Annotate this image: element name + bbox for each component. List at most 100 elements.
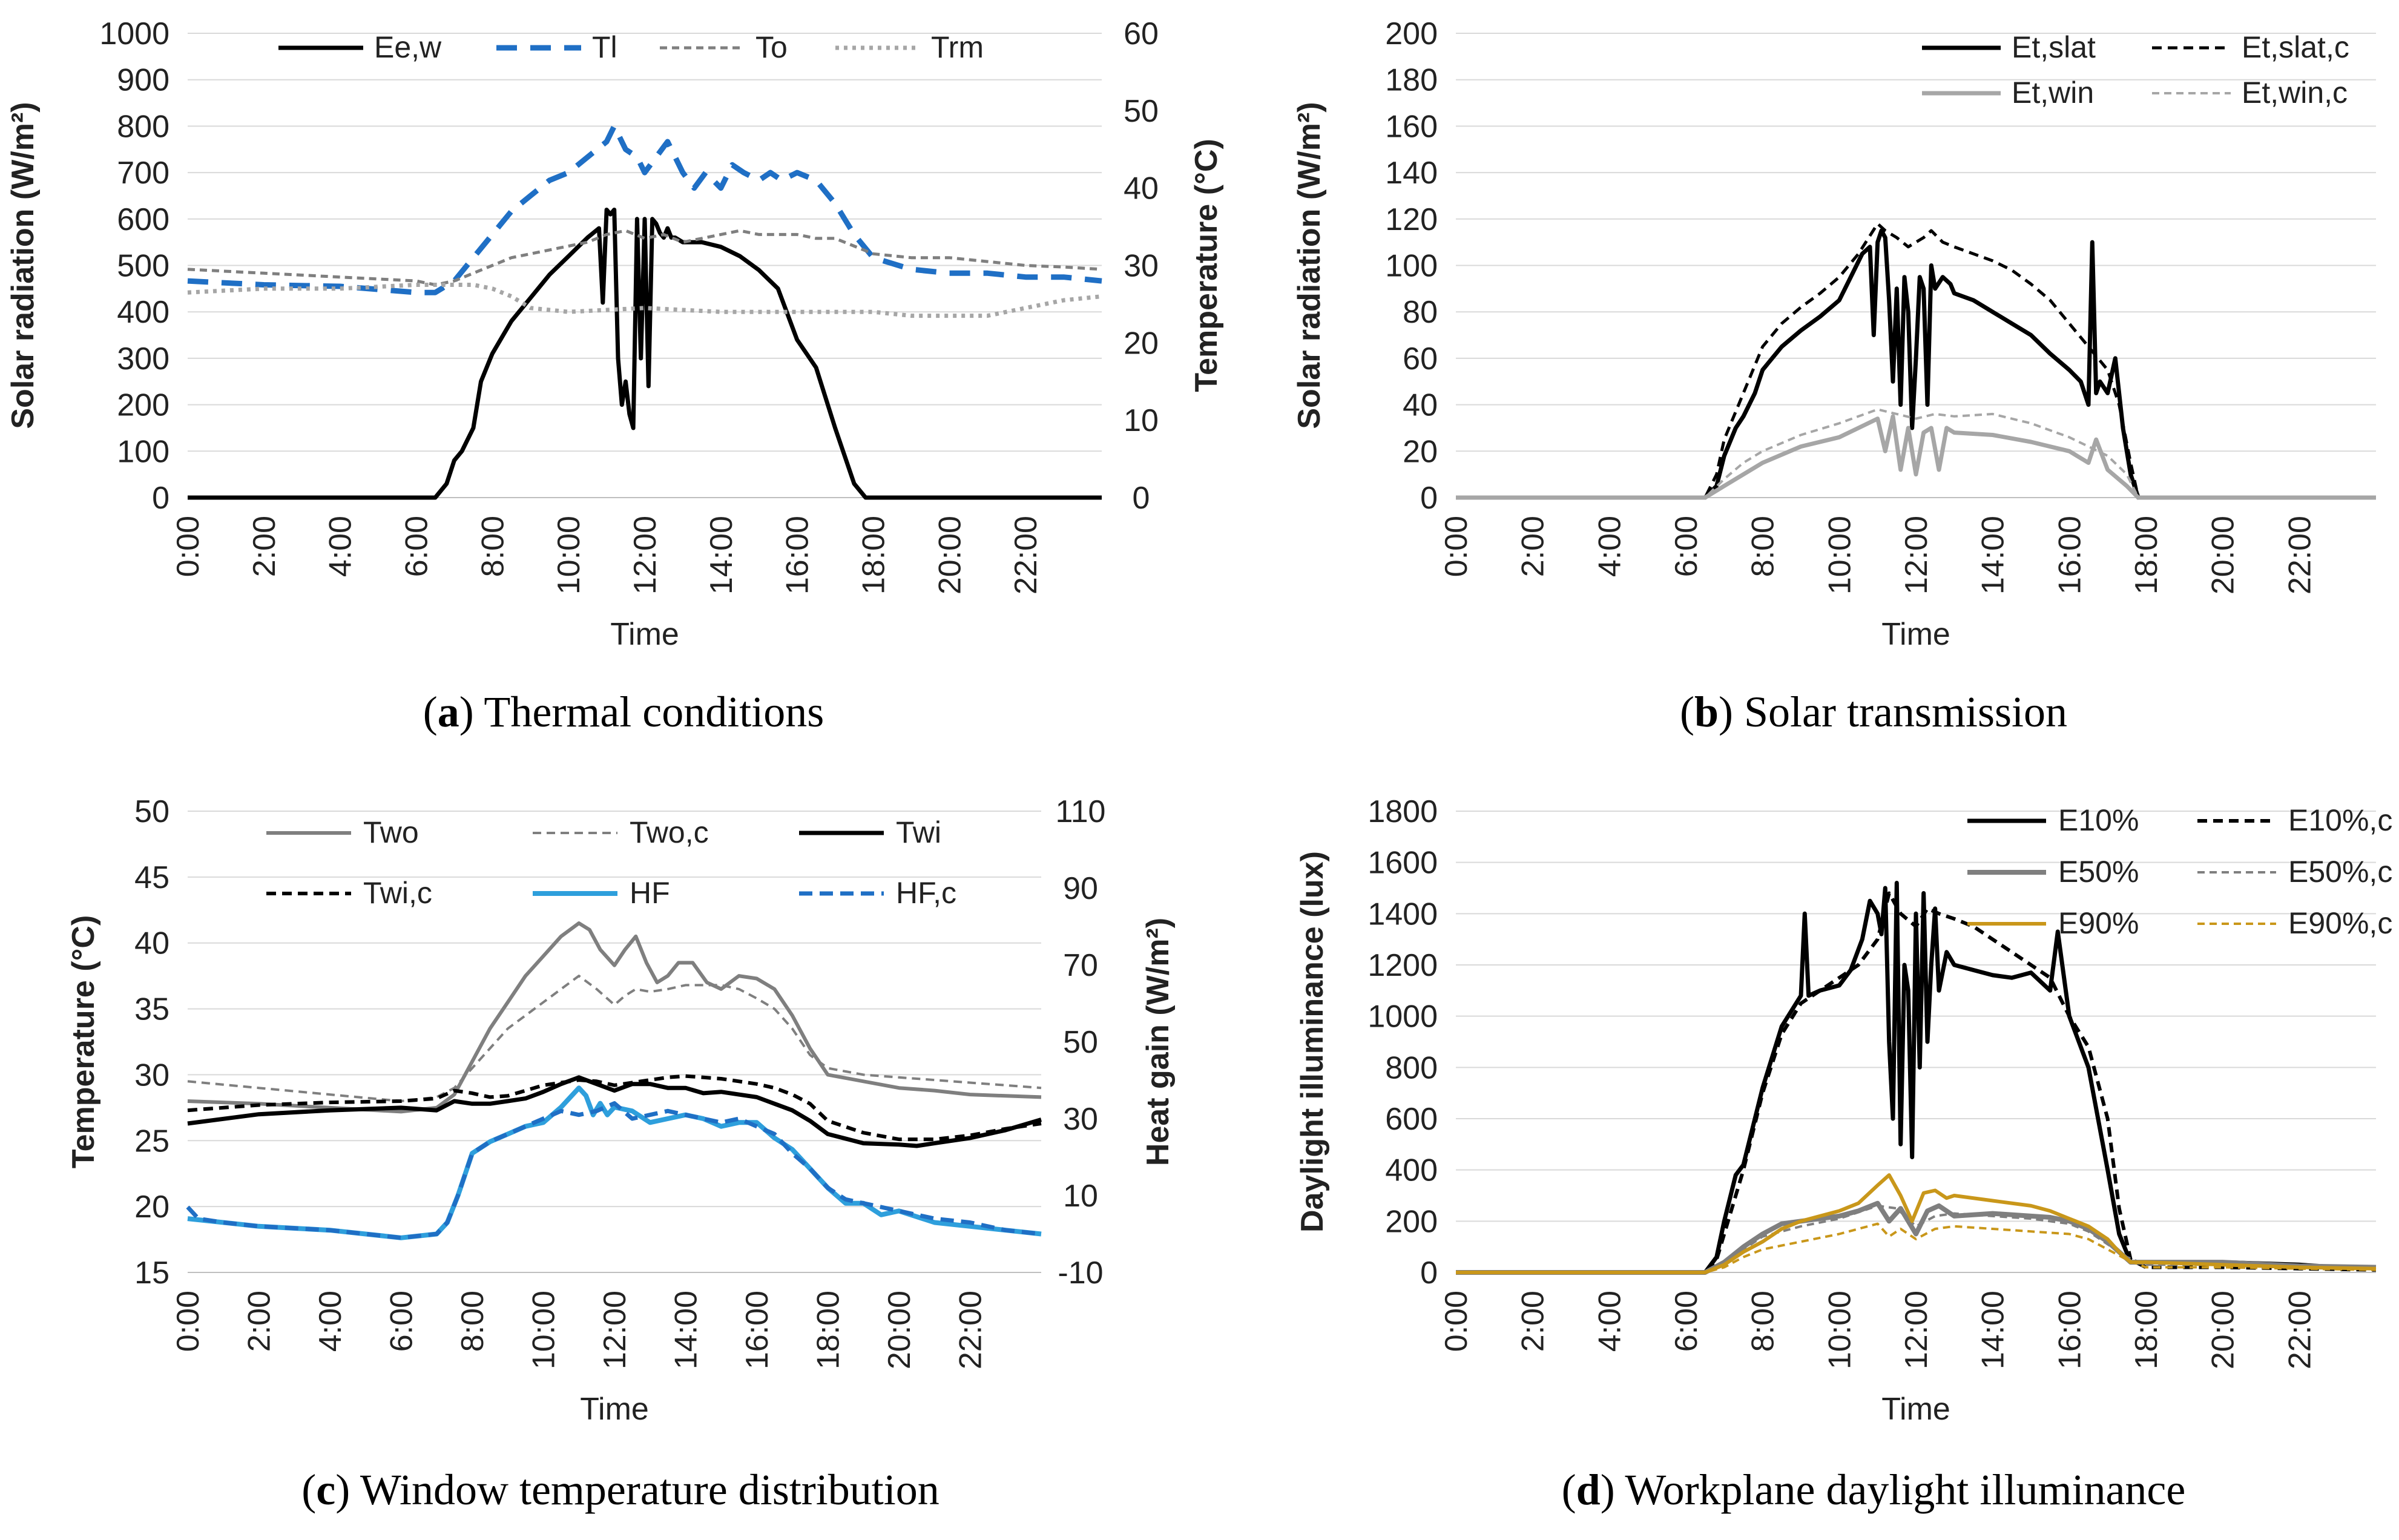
- y-tick-label: 140: [1385, 156, 1438, 191]
- series-line-et-win: [1456, 414, 2376, 500]
- x-tick-label: 8:00: [475, 516, 510, 577]
- y2-tick-label: 20: [1124, 326, 1159, 361]
- y-tick-label: 800: [117, 109, 169, 144]
- series-line-two: [187, 921, 1042, 1114]
- series-line-e90-: [1456, 1173, 2377, 1274]
- x-tick-label: 2:00: [1516, 1291, 1551, 1352]
- x-tick-label: 22:00: [2282, 1291, 2317, 1369]
- y-tick-label: 900: [117, 63, 169, 98]
- legend-label: HF,c: [896, 876, 956, 910]
- y-tick-label: 60: [1403, 341, 1438, 377]
- series-line-tl: [187, 123, 1102, 295]
- legend-label: E50%: [2058, 855, 2139, 889]
- y-tick-label: 400: [1385, 1153, 1438, 1188]
- y2-tick-label: 40: [1124, 171, 1159, 206]
- x-tick-label: 12:00: [628, 516, 663, 594]
- x-tick-label: 0:00: [171, 1291, 206, 1352]
- legend-label: Et,win: [2012, 76, 2094, 110]
- y2-tick-label: 90: [1063, 871, 1098, 906]
- y-tick-label: 1800: [1367, 794, 1438, 829]
- x-tick-label: 0:00: [171, 516, 206, 577]
- x-tick-label: 4:00: [1592, 1291, 1627, 1352]
- y2-tick-label: 30: [1124, 249, 1159, 284]
- x-tick-label: 22:00: [953, 1291, 989, 1369]
- x-tick-label: 16:00: [2052, 516, 2087, 594]
- x-tick-label: 6:00: [384, 1291, 420, 1352]
- legend-label: Twi: [896, 815, 941, 849]
- x-tick-label: 14:00: [1976, 1291, 2011, 1369]
- x-tick-label: 10:00: [1822, 1291, 1857, 1369]
- x-tick-label: 22:00: [1009, 516, 1044, 594]
- y-tick-label: 1600: [1367, 846, 1438, 881]
- legend-label: Two: [363, 815, 419, 849]
- y2-axis-title: Heat gain (W/m²): [1140, 918, 1176, 1166]
- y-tick-label: 1400: [1367, 897, 1438, 932]
- y2-tick-label: 50: [1124, 94, 1159, 129]
- series-line-ee-w: [188, 208, 1102, 500]
- panel-caption: (b) Solar transmission: [1680, 688, 2067, 736]
- x-tick-label: 0:00: [1439, 1291, 1474, 1352]
- x-tick-label: 8:00: [1746, 516, 1781, 577]
- chart-panel-a: 0 100 200 300 400 500 600 700 800 900 1000 0 10 20 30 4…: [5, 16, 1224, 736]
- y-tick-label: 500: [117, 249, 169, 284]
- y-axis-title: Temperature (°C): [66, 915, 101, 1169]
- x-tick-label: 14:00: [669, 1291, 704, 1369]
- x-tick-label: 20:00: [932, 516, 967, 594]
- y-tick-label: 200: [1385, 16, 1438, 51]
- y-tick-label: 30: [134, 1058, 169, 1093]
- x-tick-label: 8:00: [1746, 1291, 1781, 1352]
- y-tick-label: 1200: [1367, 948, 1438, 983]
- y-tick-label: 40: [1403, 388, 1438, 423]
- y-tick-label: 1000: [1367, 999, 1438, 1035]
- legend-label: E50%,c: [2288, 855, 2392, 889]
- x-tick-label: 6:00: [1669, 1291, 1704, 1352]
- y-axis-title: Solar radiation (W/m²): [1292, 102, 1327, 429]
- x-tick-label: 0:00: [1439, 516, 1474, 577]
- x-tick-label: 18:00: [2129, 1291, 2164, 1369]
- x-tick-label: 10:00: [527, 1291, 562, 1369]
- y2-tick-label: 70: [1063, 948, 1098, 983]
- series-line-e10-c: [1456, 891, 2377, 1274]
- y-tick-label: 100: [1385, 249, 1438, 284]
- y-tick-label: 1000: [99, 16, 169, 51]
- y2-tick-label: 110: [1056, 794, 1106, 829]
- y2-tick-label: -10: [1058, 1255, 1103, 1291]
- legend-label: Et,slat: [2012, 30, 2096, 64]
- x-tick-label: 20:00: [2206, 516, 2241, 594]
- chart-panel-d: 0 200 400 600 800 1000 1200 1400 1600 1800 0:00 2:0…: [1295, 794, 2392, 1514]
- panel-caption: (c) Window temperature distribution: [301, 1466, 940, 1514]
- y-tick-label: 160: [1385, 109, 1438, 144]
- x-tick-label: 4:00: [1592, 516, 1627, 577]
- legend-label: E10%: [2058, 803, 2139, 837]
- y-tick-label: 300: [117, 341, 169, 377]
- y-axis-title: Solar radiation (W/m²): [5, 102, 41, 429]
- y-tick-label: 15: [134, 1255, 169, 1291]
- x-axis-title: Time: [610, 617, 679, 652]
- y-tick-label: 120: [1385, 202, 1438, 237]
- legend-label: E10%,c: [2288, 803, 2392, 837]
- x-tick-label: 10:00: [551, 516, 587, 594]
- legend-label: Et,win,c: [2242, 76, 2348, 110]
- x-tick-label: 4:00: [323, 516, 358, 577]
- x-tick-label: 20:00: [2206, 1291, 2241, 1369]
- series-line-hf-c: [186, 1101, 1042, 1240]
- x-tick-label: 2:00: [1516, 516, 1551, 577]
- legend-label: Twi,c: [363, 876, 432, 910]
- x-axis-title: Time: [1881, 1392, 1950, 1427]
- x-tick-label: 14:00: [1976, 516, 2011, 594]
- y-tick-label: 35: [134, 992, 169, 1027]
- legend-label: HF: [630, 876, 670, 910]
- x-tick-label: 16:00: [780, 516, 815, 594]
- legend-label: To: [755, 30, 788, 64]
- chart-panel-c: 15 20 25 30 35 40 45 50 -10 10 30 50 70 90 110 0:00 2:00…: [66, 794, 1176, 1514]
- series-line-et-win-c: [1456, 408, 2376, 499]
- x-tick-label: 18:00: [857, 516, 892, 594]
- x-axis-title: Time: [580, 1392, 649, 1427]
- y-tick-label: 600: [1385, 1102, 1438, 1137]
- y2-tick-label: 50: [1063, 1025, 1098, 1060]
- series-line-et-slat-c: [1456, 222, 2376, 499]
- x-tick-label: 18:00: [811, 1291, 846, 1369]
- y2-tick-label: 60: [1124, 16, 1159, 51]
- y-tick-label: 700: [117, 156, 169, 191]
